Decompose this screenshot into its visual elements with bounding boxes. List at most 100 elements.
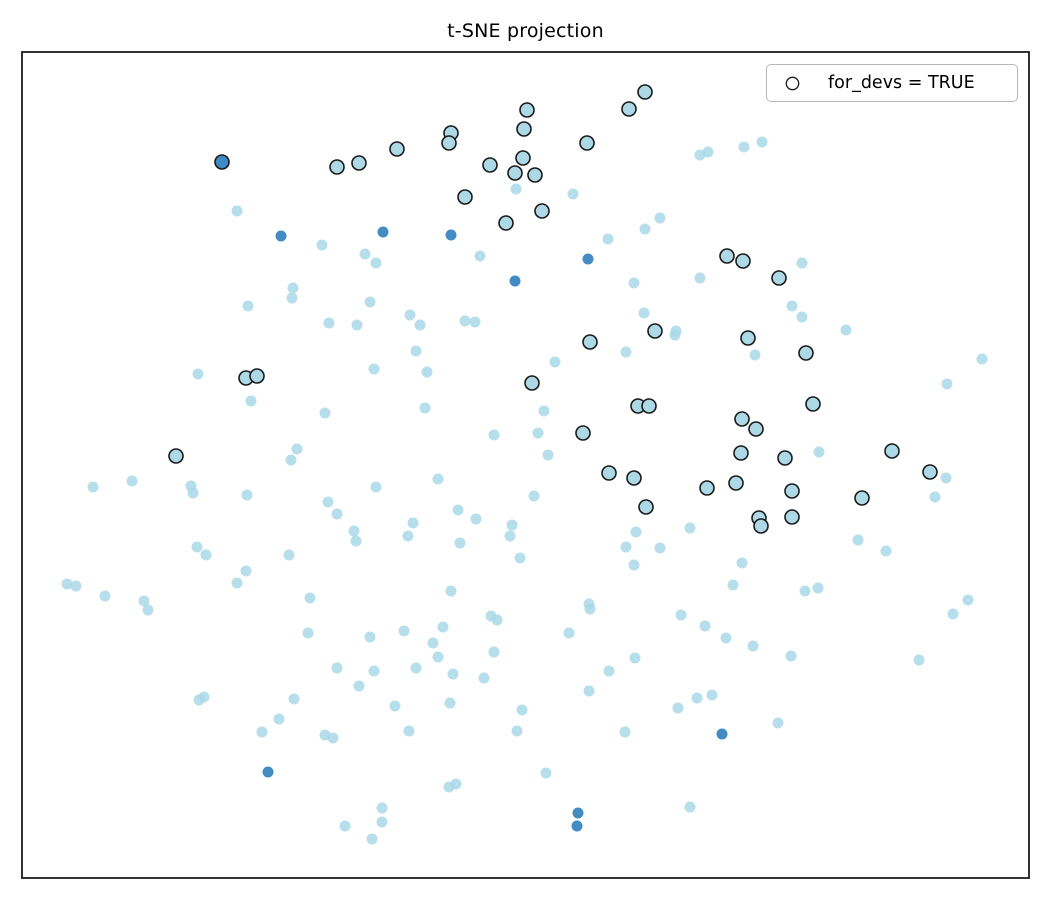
data-point [884,443,900,459]
data-point [549,356,561,368]
data-point [364,631,376,643]
data-point [571,820,583,832]
data-point [563,627,575,639]
data-point [699,480,715,496]
data-point [469,316,481,328]
data-point [441,135,457,151]
data-point [398,625,410,637]
data-point [368,363,380,375]
data-point [567,188,579,200]
data-point [630,526,642,538]
data-point [339,820,351,832]
data-point [691,692,703,704]
data-point [813,446,825,458]
data-point [784,509,800,525]
data-point [719,248,735,264]
data-point [70,580,82,592]
data-point [351,155,367,171]
data-point [283,549,295,561]
data-point [620,346,632,358]
data-point [376,816,388,828]
data-point [538,405,550,417]
data-point [736,557,748,569]
data-point [245,395,257,407]
data-point [771,270,787,286]
data-point [191,541,203,553]
data-point [421,366,433,378]
data-point [403,725,415,737]
data-point [368,665,380,677]
data-point [647,323,663,339]
data-point [214,154,230,170]
data-point [880,545,892,557]
data-point [410,662,422,674]
data-point [621,101,637,117]
data-point [756,136,768,148]
data-point [669,329,681,341]
data-point [582,334,598,350]
data-point [601,465,617,481]
data-point [370,257,382,269]
data-point [287,282,299,294]
data-point [638,307,650,319]
data-point [511,725,523,737]
data-point [323,317,335,329]
data-point [772,717,784,729]
data-point [407,517,419,529]
data-point [200,549,212,561]
data-point [231,577,243,589]
data-point [488,646,500,658]
data-point [231,205,243,217]
data-point [168,448,184,464]
plot-frame [21,51,1030,879]
data-point [488,429,500,441]
data-point [749,349,761,361]
data-point [288,693,300,705]
data-point [532,427,544,439]
data-point [478,672,490,684]
data-point [706,689,718,701]
data-point [142,604,154,616]
data-point [602,233,614,245]
chart-title: t-SNE projection [447,20,604,42]
data-point [629,652,641,664]
data-point [491,614,503,626]
data-point [654,542,666,554]
data-point [402,530,414,542]
data-point [584,603,596,615]
data-point [799,585,811,597]
data-point [796,311,808,323]
data-point [262,766,274,778]
data-point [304,592,316,604]
data-point [445,229,457,241]
data-point [720,632,732,644]
data-point [286,292,298,304]
data-point [582,253,594,265]
data-point [319,407,331,419]
data-point [929,491,941,503]
data-point [516,121,532,137]
data-point [626,470,642,486]
data-point [733,445,749,461]
data-point [620,541,632,553]
data-point [702,146,714,158]
data-point [603,665,615,677]
data-point [450,778,462,790]
data-point [366,833,378,845]
data-point [922,464,938,480]
data-point [579,135,595,151]
data-point [748,421,764,437]
data-point [322,496,334,508]
data-point [524,375,540,391]
data-point [727,579,739,591]
data-point [256,726,268,738]
data-point [777,450,793,466]
data-point [187,487,199,499]
data-point [419,402,431,414]
data-point [198,691,210,703]
data-point [457,189,473,205]
data-point [805,396,821,412]
data-point [542,449,554,461]
